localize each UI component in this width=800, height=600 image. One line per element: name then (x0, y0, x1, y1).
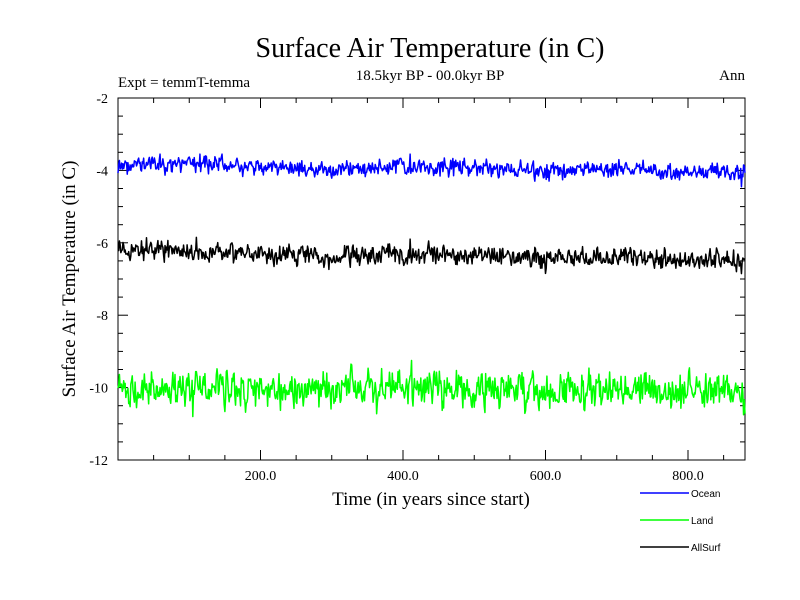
y-tick-label: -10 (89, 382, 108, 397)
y-tick-label: -8 (96, 309, 108, 324)
series-line-land (117, 359, 746, 418)
legend: Ocean Land AllSurf (640, 489, 721, 554)
y-tick-label: -6 (96, 237, 108, 252)
y-axis-label: Surface Air Temperature (in C) (59, 161, 80, 398)
series-line-ocean (117, 153, 746, 188)
x-axis-label: Time (in years since start) (332, 489, 530, 510)
legend-label-allsurf: AllSurf (691, 543, 721, 554)
legend-label-land: Land (691, 516, 713, 527)
y-tick-label: -2 (96, 92, 108, 107)
series-line-allsurf (117, 236, 746, 275)
chart-title: Surface Air Temperature (in C) (256, 33, 605, 64)
experiment-label: Expt = temmT-temma (118, 75, 250, 91)
plot-series (117, 153, 746, 418)
x-tick-label: 400.0 (387, 469, 419, 484)
legend-label-ocean: Ocean (691, 489, 720, 500)
chart-subtitle: 18.5kyr BP - 00.0kyr BP (356, 68, 505, 84)
y-axis: -12 -10 -8 -6 -4 -2 (89, 92, 745, 469)
plot-frame (117, 97, 746, 461)
x-tick-label: 600.0 (530, 469, 562, 484)
y-tick-label: -4 (96, 164, 108, 179)
x-tick-label: 800.0 (672, 469, 704, 484)
y-tick-label: -12 (89, 454, 108, 469)
x-axis: 200.0 400.0 600.0 800.0 (153, 98, 725, 484)
x-tick-label: 200.0 (245, 469, 277, 484)
season-label: Ann (719, 68, 745, 84)
